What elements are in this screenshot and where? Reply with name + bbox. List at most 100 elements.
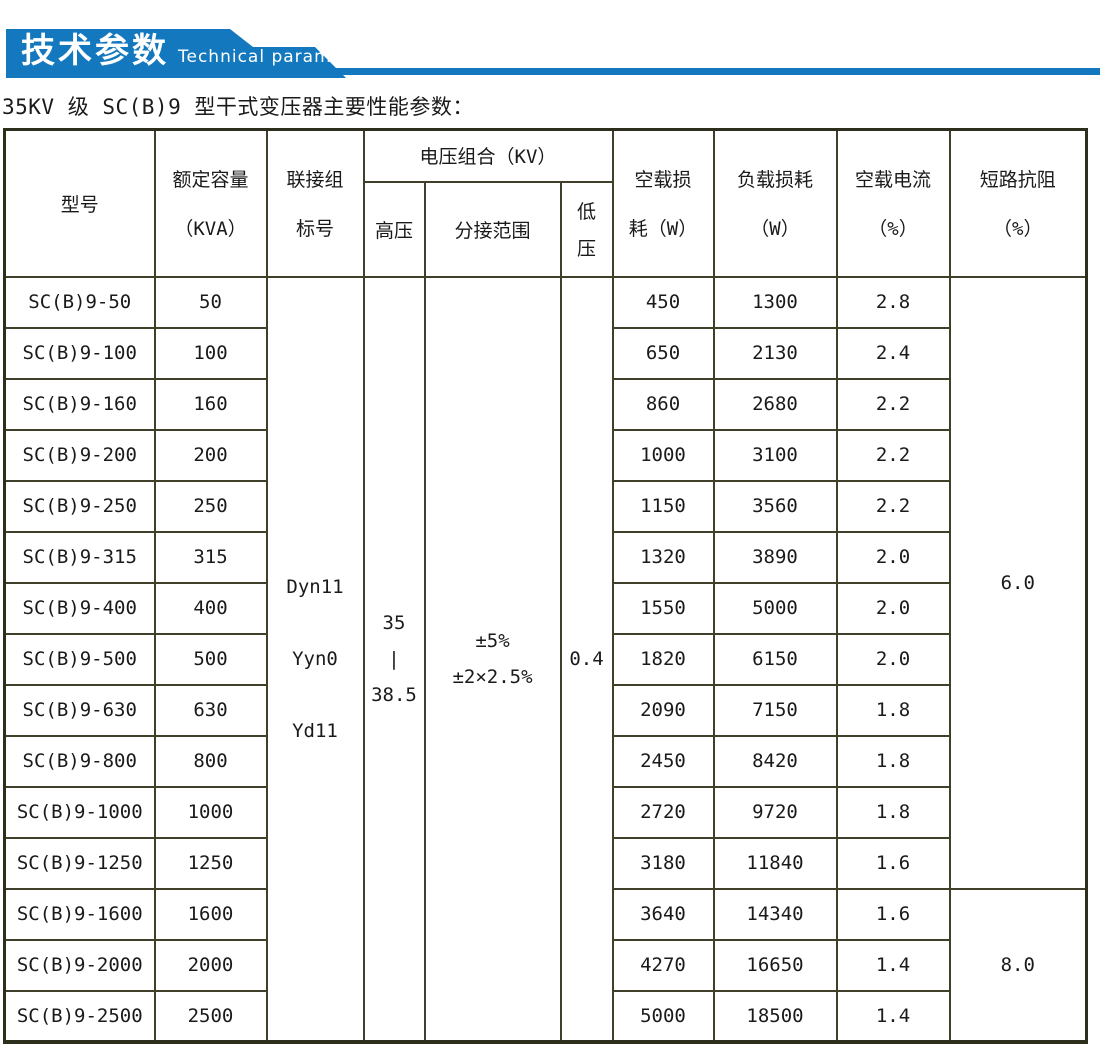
cell-load-loss: 18500 bbox=[712, 989, 838, 1043]
table-row: SC(B)9-315 315 1320 3890 2.0 bbox=[3, 530, 1087, 584]
cell-model: SC(B)9-200 bbox=[3, 428, 156, 482]
header-capacity: 额定容量 （KVA） bbox=[153, 128, 268, 278]
banner-title-en: Technical parameter bbox=[178, 47, 371, 67]
cell-no-load-current: 1.4 bbox=[835, 989, 951, 1043]
high-voltage-separator: | bbox=[388, 647, 400, 670]
cell-model: SC(B)9-2500 bbox=[3, 989, 156, 1043]
table-row: SC(B)9-2500 2500 5000 18500 1.4 bbox=[3, 989, 1087, 1043]
cell-no-load-current: 1.8 bbox=[835, 734, 951, 788]
table-row: SC(B)9-50 50 Dyn11 Yyn0 Yd11 35 | 38.5 ±… bbox=[3, 275, 1088, 1043]
cell-capacity: 315 bbox=[153, 530, 268, 584]
header-no-load-loss-line2: 耗（W） bbox=[628, 218, 698, 241]
connection-group-value: Dyn11 bbox=[286, 575, 344, 598]
table-row: SC(B)9-250 250 1150 3560 2.2 bbox=[3, 479, 1087, 533]
header-row-1: 型号 额定容量 （KVA） 联接组 标号 电压组合（KV） 空载损 耗（W） bbox=[3, 128, 1088, 278]
table-row: SC(B)9-1250 1250 3180 11840 1.6 bbox=[3, 836, 1087, 890]
header-no-load-loss-line1: 空载损 bbox=[634, 169, 692, 192]
cell-load-loss: 2130 bbox=[712, 326, 838, 380]
header-connection-line1: 联接组 bbox=[286, 169, 344, 192]
cell-model: SC(B)9-630 bbox=[3, 683, 156, 737]
table-row: SC(B)9-800 800 2450 8420 1.8 bbox=[3, 734, 1087, 788]
header-impedance-line2: （%） bbox=[993, 218, 1043, 241]
header-no-load-current-line1: 空载电流 bbox=[854, 169, 931, 192]
cell-no-load-current: 1.8 bbox=[835, 683, 951, 737]
cell-no-load-loss: 1150 bbox=[611, 479, 715, 533]
high-voltage-value: 35 bbox=[382, 611, 406, 634]
header-row-2: 高压 分接范围 低 压 bbox=[5, 180, 1087, 278]
cell-no-load-current: 1.4 bbox=[835, 938, 951, 992]
header-no-load-current: 空载电流 （%） bbox=[835, 128, 951, 278]
banner-title-cn: 技术参数 bbox=[21, 31, 169, 71]
cell-capacity: 1600 bbox=[153, 887, 268, 941]
cell-load-loss: 7150 bbox=[712, 683, 838, 737]
table-row: SC(B)9-500 500 1820 6150 2.0 bbox=[3, 632, 1087, 686]
cell-model: SC(B)9-400 bbox=[3, 581, 156, 635]
cell-model: SC(B)9-250 bbox=[3, 479, 156, 533]
document-title: 35KV 级 SC(B)9 型干式变压器主要性能参数： bbox=[2, 95, 474, 119]
cell-no-load-loss: 450 bbox=[611, 275, 715, 329]
cell-no-load-current: 2.8 bbox=[835, 275, 951, 329]
cell-model: SC(B)9-160 bbox=[3, 377, 156, 431]
table-row: SC(B)9-400 400 1550 5000 2.0 bbox=[3, 581, 1087, 635]
cell-high-voltage: 35 | 38.5 bbox=[362, 275, 426, 1043]
table-row: SC(B)9-1000 1000 2720 9720 1.8 bbox=[3, 785, 1087, 839]
header-low-voltage: 低 压 bbox=[559, 180, 614, 278]
cell-capacity: 200 bbox=[153, 428, 268, 482]
cell-no-load-loss: 3180 bbox=[611, 836, 715, 890]
cell-no-load-loss: 2090 bbox=[611, 683, 715, 737]
cell-capacity: 400 bbox=[153, 581, 268, 635]
cell-no-load-loss: 3640 bbox=[611, 887, 715, 941]
cell-model: SC(B)9-1000 bbox=[3, 785, 156, 839]
table-row: SC(B)9-630 630 2090 7150 1.8 bbox=[3, 683, 1087, 737]
header-connection-line2: 标号 bbox=[295, 218, 334, 241]
cell-capacity: 100 bbox=[153, 326, 268, 380]
cell-no-load-current: 2.2 bbox=[835, 479, 951, 533]
cell-load-loss: 6150 bbox=[712, 632, 838, 686]
cell-model: SC(B)9-1250 bbox=[3, 836, 156, 890]
cell-load-loss: 3560 bbox=[712, 479, 838, 533]
cell-connection-group: Dyn11 Yyn0 Yd11 bbox=[265, 275, 365, 1043]
cell-capacity: 500 bbox=[153, 632, 268, 686]
cell-capacity: 2000 bbox=[153, 938, 268, 992]
cell-load-loss: 16650 bbox=[712, 938, 838, 992]
header-capacity-line2: （KVA） bbox=[174, 218, 247, 241]
header-capacity-line1: 额定容量 bbox=[172, 169, 249, 192]
cell-no-load-current: 1.6 bbox=[835, 836, 951, 890]
cell-model: SC(B)9-1600 bbox=[3, 887, 156, 941]
cell-load-loss: 14340 bbox=[712, 887, 838, 941]
tap-range-value: ±2×2.5% bbox=[452, 665, 533, 688]
header-low-voltage-line1: 低 bbox=[576, 201, 596, 223]
cell-no-load-loss: 2720 bbox=[611, 785, 715, 839]
cell-capacity: 160 bbox=[153, 377, 268, 431]
header-high-voltage: 高压 bbox=[362, 180, 426, 278]
cell-no-load-current: 2.0 bbox=[835, 632, 951, 686]
cell-model: SC(B)9-50 bbox=[3, 275, 156, 329]
cell-no-load-loss: 5000 bbox=[611, 989, 715, 1043]
cell-capacity: 2500 bbox=[153, 989, 268, 1043]
header-tap-range: 分接范围 bbox=[423, 180, 562, 278]
cell-model: SC(B)9-800 bbox=[3, 734, 156, 788]
table-row: SC(B)9-200 200 1000 3100 2.2 bbox=[3, 428, 1087, 482]
cell-load-loss: 9720 bbox=[712, 785, 838, 839]
cell-capacity: 1250 bbox=[153, 836, 268, 890]
cell-no-load-current: 2.2 bbox=[835, 428, 951, 482]
cell-capacity: 50 bbox=[153, 275, 268, 329]
cell-low-voltage: 0.4 bbox=[559, 275, 614, 1043]
cell-load-loss: 2680 bbox=[712, 377, 838, 431]
cell-load-loss: 8420 bbox=[712, 734, 838, 788]
cell-load-loss: 11840 bbox=[712, 836, 838, 890]
cell-no-load-loss: 1000 bbox=[611, 428, 715, 482]
table-row: SC(B)9-100 100 650 2130 2.4 bbox=[3, 326, 1087, 380]
header-voltage-combo: 电压组合（KV） bbox=[362, 128, 614, 183]
header-no-load-current-line2: （%） bbox=[868, 218, 918, 241]
cell-no-load-current: 2.4 bbox=[835, 326, 951, 380]
technical-parameter-table: 型号 额定容量 （KVA） 联接组 标号 电压组合（KV） 空载损 耗（W） bbox=[3, 128, 1088, 1044]
cell-no-load-current: 1.6 bbox=[835, 887, 951, 941]
header-load-loss-line2: （W） bbox=[750, 218, 800, 241]
tap-range-value: ±5% bbox=[475, 629, 510, 652]
cell-no-load-current: 2.0 bbox=[835, 581, 951, 635]
cell-capacity: 630 bbox=[153, 683, 268, 737]
cell-no-load-current: 2.0 bbox=[835, 530, 951, 584]
cell-load-loss: 3890 bbox=[712, 530, 838, 584]
